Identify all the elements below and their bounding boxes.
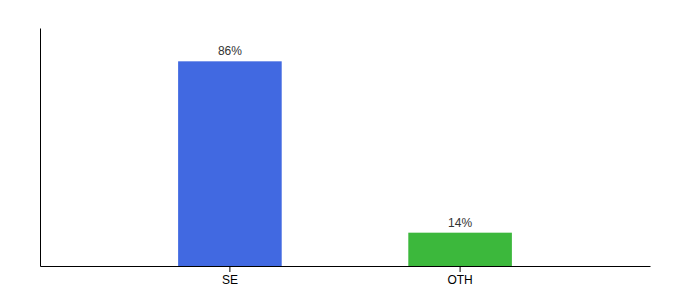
chart: SE OTH 86% 14% <box>0 0 680 300</box>
x-tick-label: SE <box>222 273 238 287</box>
data-label: 86% <box>218 44 242 58</box>
x-tick: OTH <box>447 266 472 287</box>
bar <box>408 233 512 266</box>
data-labels: 86% 14% <box>218 44 473 229</box>
y-axis <box>40 29 41 267</box>
plot-area: SE OTH 86% 14% <box>41 29 651 287</box>
x-axis: SE OTH <box>41 266 651 287</box>
bar <box>178 61 282 266</box>
x-tick: SE <box>222 266 238 287</box>
bars <box>178 61 512 266</box>
data-label: 14% <box>448 216 472 230</box>
x-tick-mark <box>460 266 461 272</box>
x-tick-label: OTH <box>447 273 472 287</box>
x-tick-mark <box>229 266 230 272</box>
x-axis-line <box>41 266 651 267</box>
y-axis-line <box>40 29 41 267</box>
